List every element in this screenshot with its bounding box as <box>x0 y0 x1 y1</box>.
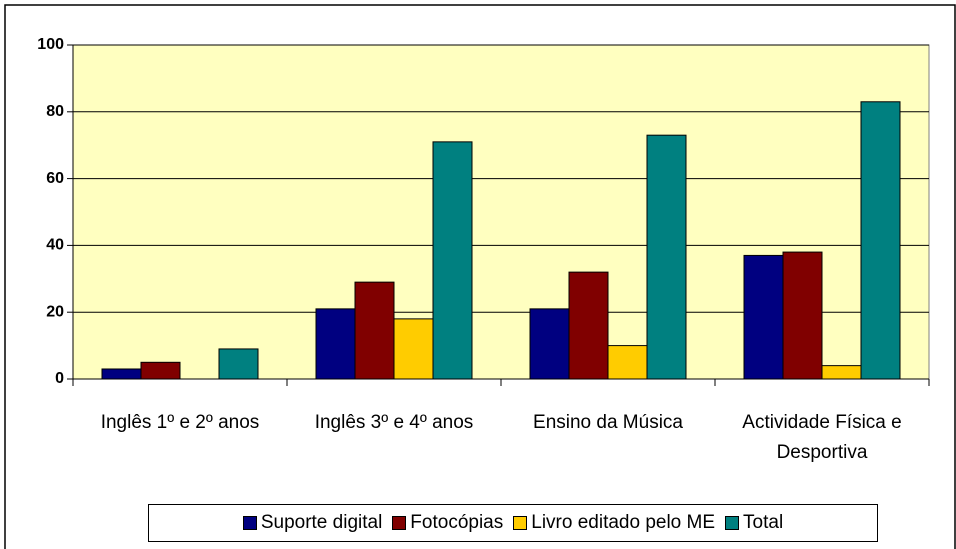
bar <box>354 281 395 380</box>
legend-label: Fotocópias <box>410 512 504 533</box>
legend-label: Total <box>743 512 784 533</box>
bar <box>821 365 862 380</box>
legend-label: Suporte digital <box>260 512 383 533</box>
legend-swatch <box>242 516 257 530</box>
y-tick-label: 40 <box>46 237 64 254</box>
y-tick-label: 80 <box>46 103 64 120</box>
bar <box>432 141 473 380</box>
y-tick-label: 100 <box>37 36 64 53</box>
x-tick-label: Ensino da Música <box>533 412 683 433</box>
legend-swatch <box>392 516 407 530</box>
bar <box>743 254 784 380</box>
legend-label: Livro editado pelo ME <box>531 512 716 533</box>
x-tick-label: Actividade Física e Desportiva <box>742 412 902 463</box>
bar <box>218 348 259 380</box>
bar <box>393 318 434 380</box>
y-tick-label: 60 <box>46 170 64 187</box>
legend-swatch <box>725 516 740 530</box>
x-tick-label: Inglês 3º e 4º anos <box>314 412 474 433</box>
bar <box>529 308 570 380</box>
y-tick-label: 20 <box>46 303 64 320</box>
y-tick-label: 0 <box>55 370 64 387</box>
bar <box>315 308 356 380</box>
bar <box>860 101 901 380</box>
bar <box>782 251 823 380</box>
x-tick-label: Inglês 1º e 2º anos <box>100 412 260 433</box>
bar <box>568 271 609 380</box>
bar <box>101 368 142 380</box>
chart-frame <box>4 4 956 549</box>
legend-swatch <box>513 516 528 530</box>
bar <box>607 345 648 380</box>
legend-item: Livro editado pelo ME <box>513 512 715 534</box>
legend-item: Total <box>725 512 783 534</box>
bar <box>646 134 687 380</box>
legend-item: Suporte digital <box>242 512 383 534</box>
legend: Suporte digital Fotocópias Livro editado p… <box>148 504 878 542</box>
legend-item: Fotocópias <box>392 512 503 534</box>
bar <box>140 361 181 380</box>
